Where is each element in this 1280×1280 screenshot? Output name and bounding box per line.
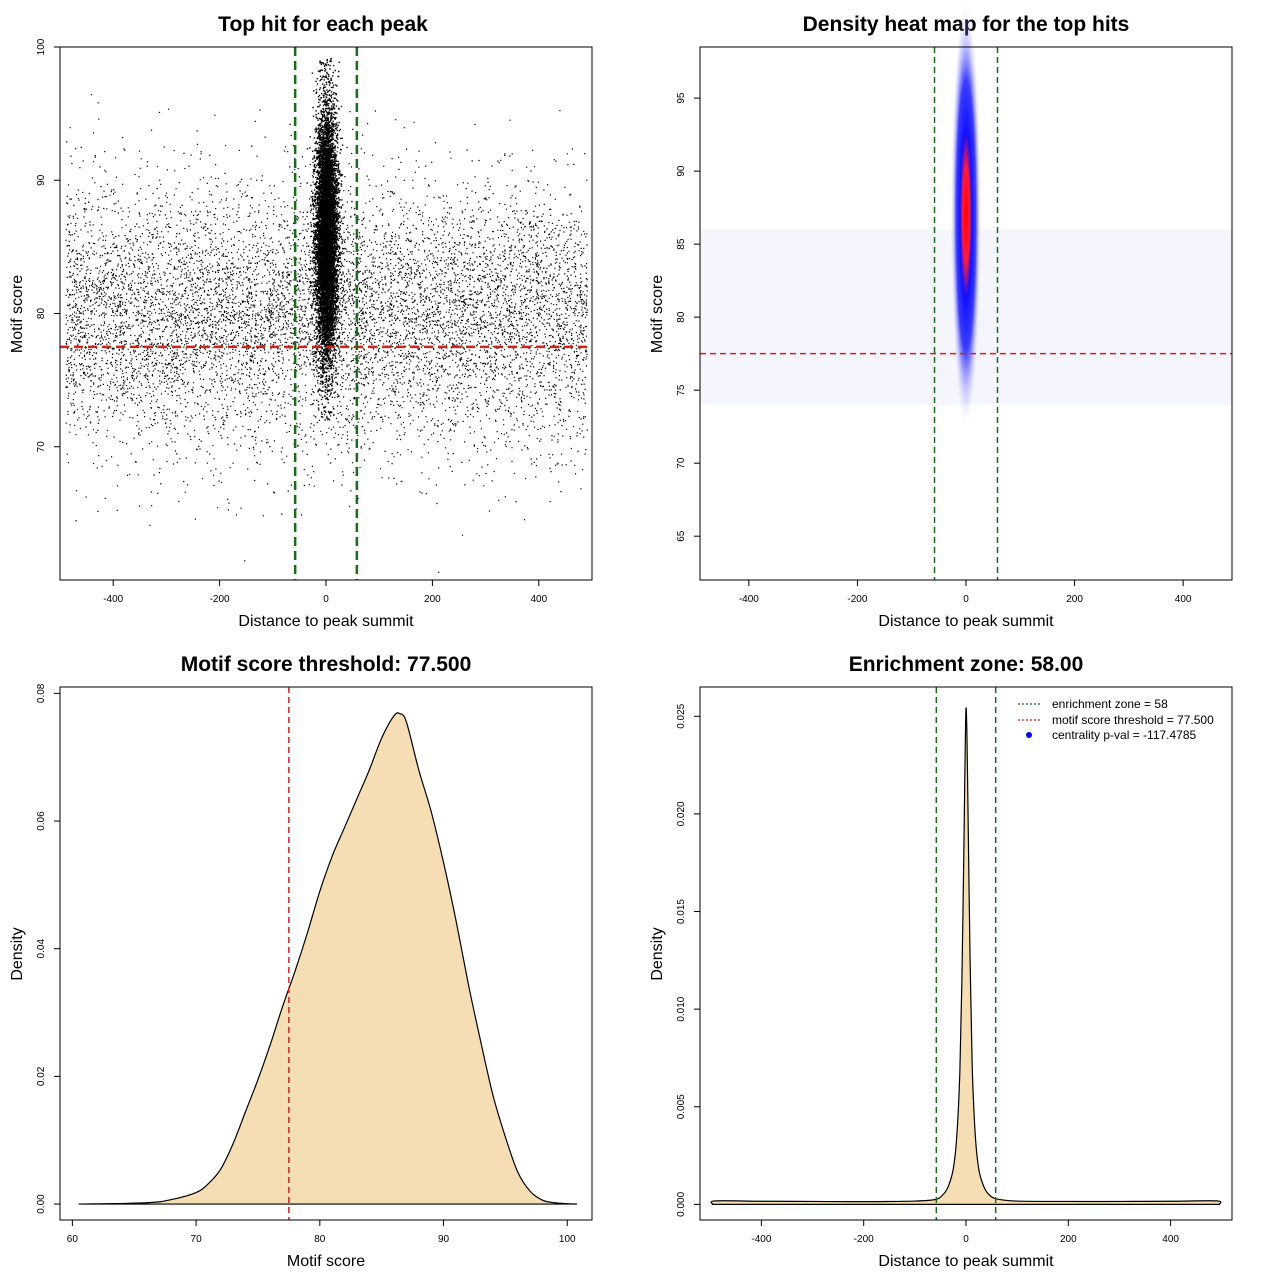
y-tick-label: 70 — [676, 457, 687, 469]
x-tick-label: 0 — [323, 594, 329, 605]
x-tick-label: -400 — [103, 594, 123, 605]
scatter-points — [65, 57, 588, 573]
y-tick-label: 90 — [36, 174, 47, 186]
x-tick-label: -200 — [210, 594, 230, 605]
chart-title: Motif score threshold: 77.500 — [181, 653, 472, 676]
y-tick-label: 0.00 — [36, 1194, 47, 1214]
x-tick-label: 0 — [963, 594, 969, 605]
panel-scatter: Top hit for each peak -400 -200 0 200 400 70 8… — [9, 13, 593, 630]
density-peak — [950, 0, 982, 432]
x-axis-label: Distance to peak summit — [878, 613, 1054, 630]
x-tick-label: 200 — [424, 594, 441, 605]
y-tick-label: 0.08 — [36, 683, 47, 703]
y-tick-label: 0.02 — [36, 1066, 47, 1086]
y-tick-label: 80 — [676, 311, 687, 323]
x-axis-label: Motif score — [287, 1253, 365, 1270]
plot-frame — [59, 686, 593, 1221]
x-tick-label: 100 — [559, 1234, 576, 1245]
central-cluster — [304, 57, 346, 421]
chart-title: Enrichment zone: 58.00 — [849, 653, 1084, 676]
x-axis-label: Distance to peak summit — [878, 1253, 1054, 1270]
density-area — [710, 707, 1222, 1205]
x-tick-label: 200 — [1066, 594, 1083, 605]
y-tick-label: 70 — [36, 441, 47, 453]
legend: enrichment zone = 58 motif score thresho… — [1018, 697, 1214, 742]
y-axis-label: Density — [649, 927, 666, 980]
y-axis-label: Motif score — [649, 275, 666, 353]
y-tick-label: 0.04 — [36, 939, 47, 959]
x-tick-label: 70 — [191, 1234, 203, 1245]
y-tick-label: 85 — [676, 238, 687, 250]
legend-label-threshold: motif score threshold = 77.500 — [1052, 713, 1214, 727]
legend-label-pval: centrality p-val = -117.4785 — [1052, 728, 1197, 742]
density-area — [78, 712, 578, 1205]
y-tick-label: 0.000 — [676, 1191, 687, 1216]
panel-heatmap: Density heat map for the top hits -400 -2… — [649, 0, 1233, 630]
heatmap-cells — [700, 0, 1232, 432]
y-axis-label: Density — [9, 927, 26, 980]
y-tick-label: 65 — [676, 530, 687, 542]
x-tick-label: 90 — [438, 1234, 450, 1245]
y-tick-label: 0.015 — [676, 899, 687, 924]
y-tick-label: 75 — [676, 384, 687, 396]
x-axis-label: Distance to peak summit — [238, 613, 414, 630]
x-tick-label: 80 — [314, 1234, 326, 1245]
y-tick-label: 95 — [676, 92, 687, 104]
x-tick-label: 200 — [1060, 1234, 1077, 1245]
legend-label-enrichment: enrichment zone = 58 — [1052, 697, 1168, 711]
x-tick-label: 400 — [530, 594, 547, 605]
y-tick-label: 0.06 — [36, 811, 47, 831]
x-tick-label: 400 — [1162, 1234, 1179, 1245]
x-tick-label: 400 — [1175, 594, 1192, 605]
chart-title: Top hit for each peak — [218, 13, 428, 36]
y-axis-label: Motif score — [9, 275, 26, 353]
x-tick-label: -200 — [847, 594, 867, 605]
panel-distance-density: Enrichment zone: 58.00 -400 -200 0 200 400 0.… — [649, 653, 1233, 1270]
x-tick-label: -200 — [854, 1234, 874, 1245]
y-tick-label: 80 — [36, 308, 47, 320]
x-tick-label: 60 — [67, 1234, 79, 1245]
y-tick-label: 0.020 — [676, 801, 687, 826]
y-tick-label: 0.010 — [676, 996, 687, 1021]
y-tick-label: 0.025 — [676, 703, 687, 728]
x-tick-label: -400 — [751, 1234, 771, 1245]
y-tick-label: 90 — [676, 165, 687, 177]
legend-key-pval — [1026, 732, 1032, 738]
x-tick-label: 0 — [963, 1234, 969, 1245]
y-tick-label: 100 — [36, 38, 47, 55]
panel-score-density: Motif score threshold: 77.500 60 70 80 90 10… — [9, 653, 593, 1270]
y-tick-label: 0.005 — [676, 1094, 687, 1119]
x-tick-label: -400 — [739, 594, 759, 605]
